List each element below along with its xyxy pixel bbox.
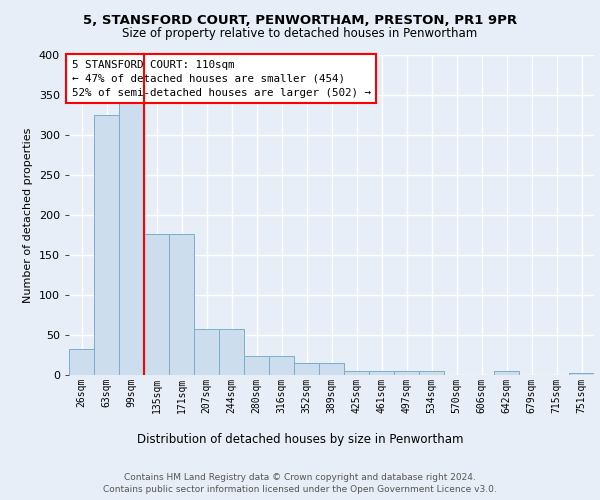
Bar	[269, 356, 294, 375]
Bar	[169, 234, 194, 375]
Bar	[494, 371, 519, 375]
Text: 5 STANSFORD COURT: 110sqm
← 47% of detached houses are smaller (454)
52% of semi: 5 STANSFORD COURT: 110sqm ← 47% of detac…	[71, 60, 371, 98]
Bar	[419, 371, 444, 375]
Bar	[369, 371, 394, 375]
Text: Distribution of detached houses by size in Penwortham: Distribution of detached houses by size …	[137, 432, 463, 446]
Text: 5, STANSFORD COURT, PENWORTHAM, PRESTON, PR1 9PR: 5, STANSFORD COURT, PENWORTHAM, PRESTON,…	[83, 14, 517, 27]
Bar	[119, 103, 144, 375]
Bar	[319, 363, 344, 375]
Y-axis label: Number of detached properties: Number of detached properties	[23, 128, 33, 302]
Bar	[219, 330, 244, 375]
Bar	[344, 371, 369, 375]
Bar	[394, 371, 419, 375]
Bar	[194, 330, 219, 375]
Bar	[94, 115, 119, 375]
Bar	[569, 372, 594, 375]
Bar	[294, 363, 319, 375]
Text: Size of property relative to detached houses in Penwortham: Size of property relative to detached ho…	[122, 28, 478, 40]
Bar	[69, 348, 94, 375]
Text: Contains HM Land Registry data © Crown copyright and database right 2024.: Contains HM Land Registry data © Crown c…	[124, 472, 476, 482]
Bar	[144, 234, 169, 375]
Bar	[244, 356, 269, 375]
Text: Contains public sector information licensed under the Open Government Licence v3: Contains public sector information licen…	[103, 485, 497, 494]
